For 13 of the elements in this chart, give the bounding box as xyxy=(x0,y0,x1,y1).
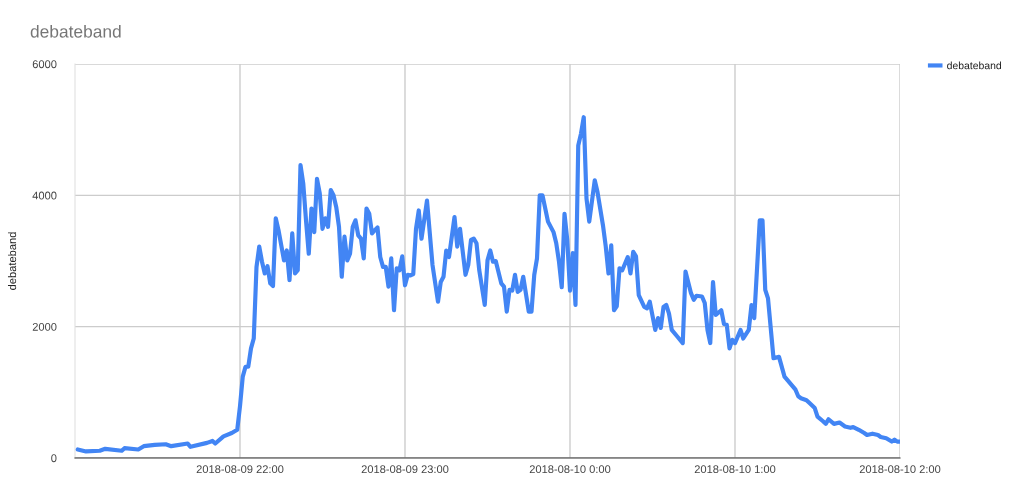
y-tick-label: 4000 xyxy=(32,191,57,200)
chart-title: debateband xyxy=(30,24,121,38)
x-tick-label: 2018-08-10 2:00 xyxy=(859,465,941,474)
y-tick-label: 2000 xyxy=(32,322,57,331)
line-series xyxy=(75,115,900,454)
y-tick-label: 6000 xyxy=(32,60,57,69)
x-tick-label: 2018-08-10 0:00 xyxy=(529,465,611,474)
y-axis-title: debateband xyxy=(7,232,17,290)
legend-label: debateband xyxy=(947,61,1002,70)
x-tick-label: 2018-08-10 1:00 xyxy=(694,465,776,474)
x-tick-label: 2018-08-09 22:00 xyxy=(196,465,284,474)
x-tick-label: 2018-08-09 23:00 xyxy=(361,465,449,474)
y-tick-label: 0 xyxy=(51,454,57,463)
